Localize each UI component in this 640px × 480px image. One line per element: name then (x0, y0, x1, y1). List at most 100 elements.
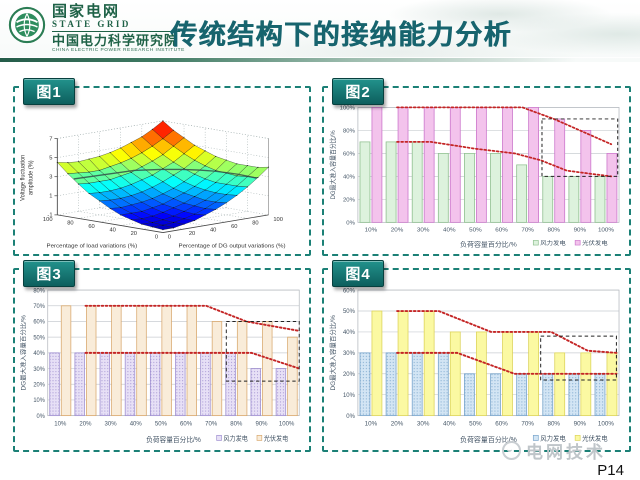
mesh-node (162, 138, 164, 140)
bar-pv-40% (449, 331, 461, 417)
x-tick-label: 100% (598, 421, 614, 428)
mesh-node (204, 199, 206, 201)
mesh-node (246, 186, 248, 188)
mesh-node (246, 165, 248, 167)
mesh-node (56, 161, 58, 163)
bar-pv-50% (475, 331, 487, 417)
mesh-node (204, 189, 206, 191)
load-tick-label: 0 (155, 235, 158, 241)
header-divider-bar (0, 57, 640, 62)
mesh-node (162, 219, 164, 221)
bar-pv-80% (554, 352, 566, 417)
y-tick-label: 40% (343, 175, 355, 181)
x-tick-label: 30% (105, 421, 118, 428)
x-tick-label: 50% (155, 421, 168, 428)
x-axis-label: 负荷容量百分比/% (460, 435, 517, 444)
dg-tick-label: 20 (189, 231, 195, 237)
legend-label: 风力发电 (223, 433, 248, 442)
legend-label: 风力发电 (540, 433, 566, 442)
mesh-node (236, 194, 238, 196)
mesh-node (151, 128, 153, 130)
watermark-text: 电网技术 (526, 443, 606, 462)
mesh-node (120, 207, 122, 209)
x-tick-label: 40% (443, 421, 456, 428)
x-tick-label: 50% (469, 421, 482, 428)
mesh-node (162, 224, 164, 226)
mesh-node (183, 202, 185, 204)
mesh-node (141, 210, 143, 212)
x-tick-label: 20% (79, 421, 92, 428)
mesh-node (88, 171, 90, 173)
trend-line (396, 351, 618, 375)
x-tick-label: 40% (443, 228, 456, 234)
legend-swatch (574, 240, 581, 246)
mesh-node (172, 187, 175, 189)
dg-tick-label: 100 (273, 217, 283, 223)
mesh-node (162, 193, 164, 195)
bar-wind-70% (516, 164, 528, 223)
mesh-node (194, 213, 196, 215)
grid-dotted (57, 120, 163, 139)
mesh-node (109, 207, 111, 209)
legend-swatch (256, 434, 263, 441)
figure-badge-4: 图4 (332, 260, 384, 287)
x-tick-label: 90% (574, 421, 587, 428)
mesh-node (183, 218, 185, 220)
trend-line (84, 304, 301, 332)
mesh-node (141, 179, 143, 181)
bar-pv-100% (606, 352, 618, 417)
mesh-node (141, 191, 143, 193)
mesh-node (88, 158, 90, 160)
x-tick-label: 70% (521, 228, 534, 234)
mesh-node (194, 173, 196, 175)
mesh-node (141, 136, 143, 138)
y-tick-label: 60% (343, 152, 355, 158)
bar-pv-90% (580, 352, 592, 417)
bar-pv-80% (554, 118, 566, 223)
bar-wind-30% (99, 352, 111, 417)
bar-pv-30% (423, 107, 435, 223)
mesh-node (194, 159, 196, 161)
z-axis-label: amplitude (%) (28, 160, 34, 195)
mesh-node (215, 201, 217, 203)
figure-panel-3: 图3 0% 10% 20% 30% 40% 50% 60% 70% 80% 10% 20% 30% 40… (13, 260, 311, 452)
bar-pv-80% (236, 321, 248, 417)
mesh-node (172, 207, 175, 209)
y-tick-label: 10% (33, 398, 45, 404)
mesh-node (151, 207, 153, 209)
legend-label: 光伏发电 (582, 433, 608, 442)
mesh-node (162, 203, 164, 205)
mesh-node (225, 159, 227, 161)
x-tick-label: 40% (130, 421, 143, 428)
load-tick-label: 100 (43, 217, 53, 223)
bar-pv-50% (475, 107, 487, 223)
logo-divider (52, 31, 180, 32)
legend-label: 光伏发电 (264, 433, 289, 442)
mesh-node (67, 173, 69, 175)
x-tick-label: 80% (547, 421, 560, 428)
bar-wind-80% (542, 176, 554, 223)
y-axis-label: DG最大准入容量百分比/% (328, 315, 337, 391)
bar-wind-40% (437, 352, 449, 417)
slide-header: 国家电网 STATE GRID 中国电力科学研究院 CHINA ELECTRIC… (0, 0, 640, 62)
x-tick-label: 70% (521, 421, 534, 428)
mesh-node (130, 195, 132, 197)
legend-swatch (216, 434, 222, 441)
z-tick-label: 7 (49, 136, 52, 142)
x-tick-label: 60% (180, 421, 193, 428)
mesh-node (215, 182, 217, 184)
x-tick-label: 10% (54, 421, 67, 428)
y-tick-label: 60% (33, 320, 45, 326)
mesh-node (77, 172, 80, 174)
highlight-box (225, 320, 300, 382)
mesh-node (172, 198, 175, 200)
y-tick-label: 100% (340, 106, 355, 112)
x-tick-label: 100% (598, 228, 615, 234)
bar-pv-20% (86, 305, 97, 417)
mesh-node (183, 223, 185, 225)
mesh-node (151, 221, 153, 224)
mesh-node (109, 166, 111, 168)
bar-pv-100% (287, 336, 298, 417)
bar-pv-50% (161, 305, 172, 417)
